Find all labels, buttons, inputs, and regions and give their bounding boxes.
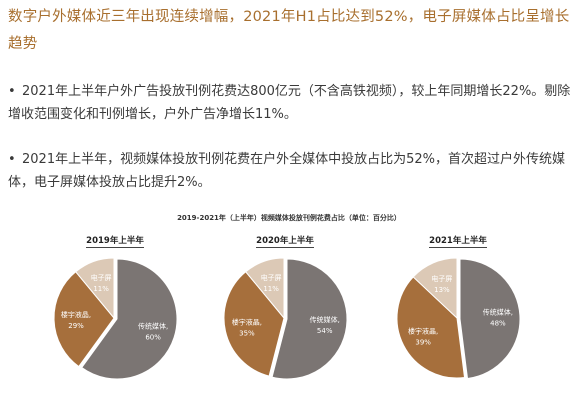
slice-value-electronic-screen: 13% — [434, 286, 450, 294]
pie-slice-electronic-screen — [75, 257, 115, 320]
slice-label-building-lcd: 楼宇液晶, — [61, 310, 91, 319]
bullet-paragraph-1: • 2021年上半年户外广告投放刊例花费达800亿元（不含高铁视频），较上年同期增… — [8, 80, 573, 126]
bullet-paragraph-2: • 2021年上半年，视频媒体投放刊例花费在户外全媒体中投放占比为52%，首次超过… — [8, 148, 573, 194]
slice-value-electronic-screen: 11% — [263, 285, 279, 293]
slice-label-traditional: 传统媒体, — [138, 322, 168, 331]
pie-slice-building-lcd — [223, 271, 285, 377]
slice-label-traditional: 传统媒体, — [483, 308, 513, 317]
slice-label-electronic-screen: 电子屏 — [91, 273, 112, 282]
bullet-text-2: 2021年上半年，视频媒体投放刊例花费在户外全媒体中投放占比为52%，首次超过户… — [8, 152, 565, 190]
pie-title-2019: 2019年上半年 — [86, 236, 144, 248]
slice-label-building-lcd: 楼宇液晶, — [408, 326, 438, 335]
slice-label-electronic-screen: 电子屏 — [431, 274, 452, 283]
pie-slice-electronic-screen — [245, 257, 285, 320]
slice-value-traditional: 60% — [145, 334, 161, 342]
pie-slice-traditional — [81, 258, 178, 380]
slice-label-traditional: 传统媒体, — [310, 315, 340, 324]
pie-charts-figure: 2019-2021年（上半年）视频媒体投放刊例花费占比（单位：百分比） 2019… — [0, 205, 578, 400]
pie-title-2020: 2020年上半年 — [256, 236, 314, 248]
pie-slice-traditional — [459, 258, 521, 380]
pie-slice-building-lcd — [53, 271, 115, 368]
headline: 数字户外媒体近三年出现连续增幅，2021年H1占比达到52%，电子屏媒体占比呈增… — [8, 9, 570, 52]
pie-title-2021: 2021年上半年 — [429, 236, 487, 248]
slice-value-building-lcd: 39% — [415, 338, 431, 346]
bullet-dot: • — [8, 84, 16, 99]
pie-slice-electronic-screen — [412, 257, 458, 320]
pie-chart-2021: 传统媒体, 48% 楼宇液晶, 39% 电子屏 13% — [396, 257, 521, 380]
pie-chart-2019: 传统媒体, 60% 楼宇液晶, 29% 电子屏 11% — [53, 257, 178, 380]
slice-label-building-lcd: 楼宇液晶, — [232, 317, 262, 326]
figure-title: 2019-2021年（上半年）视频媒体投放刊例花费占比（单位：百分比） — [177, 214, 401, 222]
bullet-text-1: 2021年上半年户外广告投放刊例花费达800亿元（不含高铁视频），较上年同期增长… — [8, 84, 571, 122]
bullet-dot: • — [8, 152, 16, 167]
pie-chart-2020: 传统媒体, 54% 楼宇液晶, 35% 电子屏 11% — [223, 257, 348, 380]
slice-value-traditional: 54% — [317, 327, 333, 335]
slice-value-traditional: 48% — [490, 320, 506, 328]
slice-value-electronic-screen: 11% — [93, 285, 109, 293]
slice-value-building-lcd: 29% — [68, 322, 84, 330]
pie-slice-traditional — [271, 258, 348, 380]
pie-slice-building-lcd — [396, 276, 466, 379]
slice-value-building-lcd: 35% — [239, 329, 255, 337]
slice-label-electronic-screen: 电子屏 — [261, 273, 282, 282]
